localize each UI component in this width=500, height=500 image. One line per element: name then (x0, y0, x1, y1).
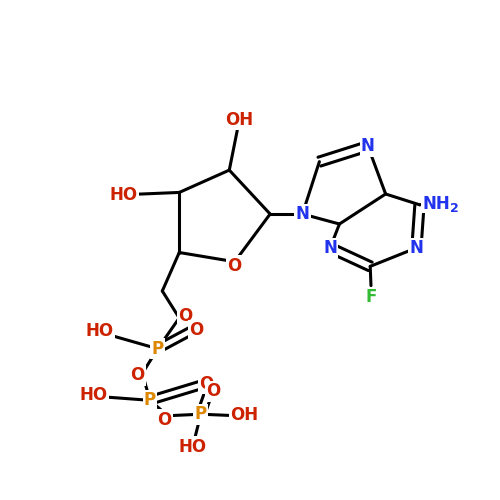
Text: HO: HO (178, 438, 207, 456)
Text: O: O (178, 307, 192, 325)
Text: O: O (130, 366, 145, 384)
Text: N: N (323, 239, 337, 257)
Text: HO: HO (110, 186, 138, 204)
Text: O: O (190, 321, 203, 339)
Text: P: P (144, 392, 156, 409)
Text: N: N (410, 239, 424, 257)
Text: N: N (361, 137, 375, 155)
Text: HO: HO (85, 322, 113, 340)
Text: F: F (366, 288, 376, 306)
Text: O: O (158, 410, 172, 428)
Text: P: P (152, 340, 164, 358)
Text: O: O (206, 382, 220, 400)
Text: OH: OH (230, 406, 258, 423)
Text: P: P (194, 405, 207, 423)
Text: O: O (228, 256, 242, 274)
Text: HO: HO (80, 386, 108, 404)
Text: N: N (296, 205, 310, 223)
Text: 2: 2 (450, 202, 459, 215)
Text: NH: NH (422, 194, 450, 212)
Text: OH: OH (225, 111, 254, 129)
Text: O: O (200, 375, 213, 393)
